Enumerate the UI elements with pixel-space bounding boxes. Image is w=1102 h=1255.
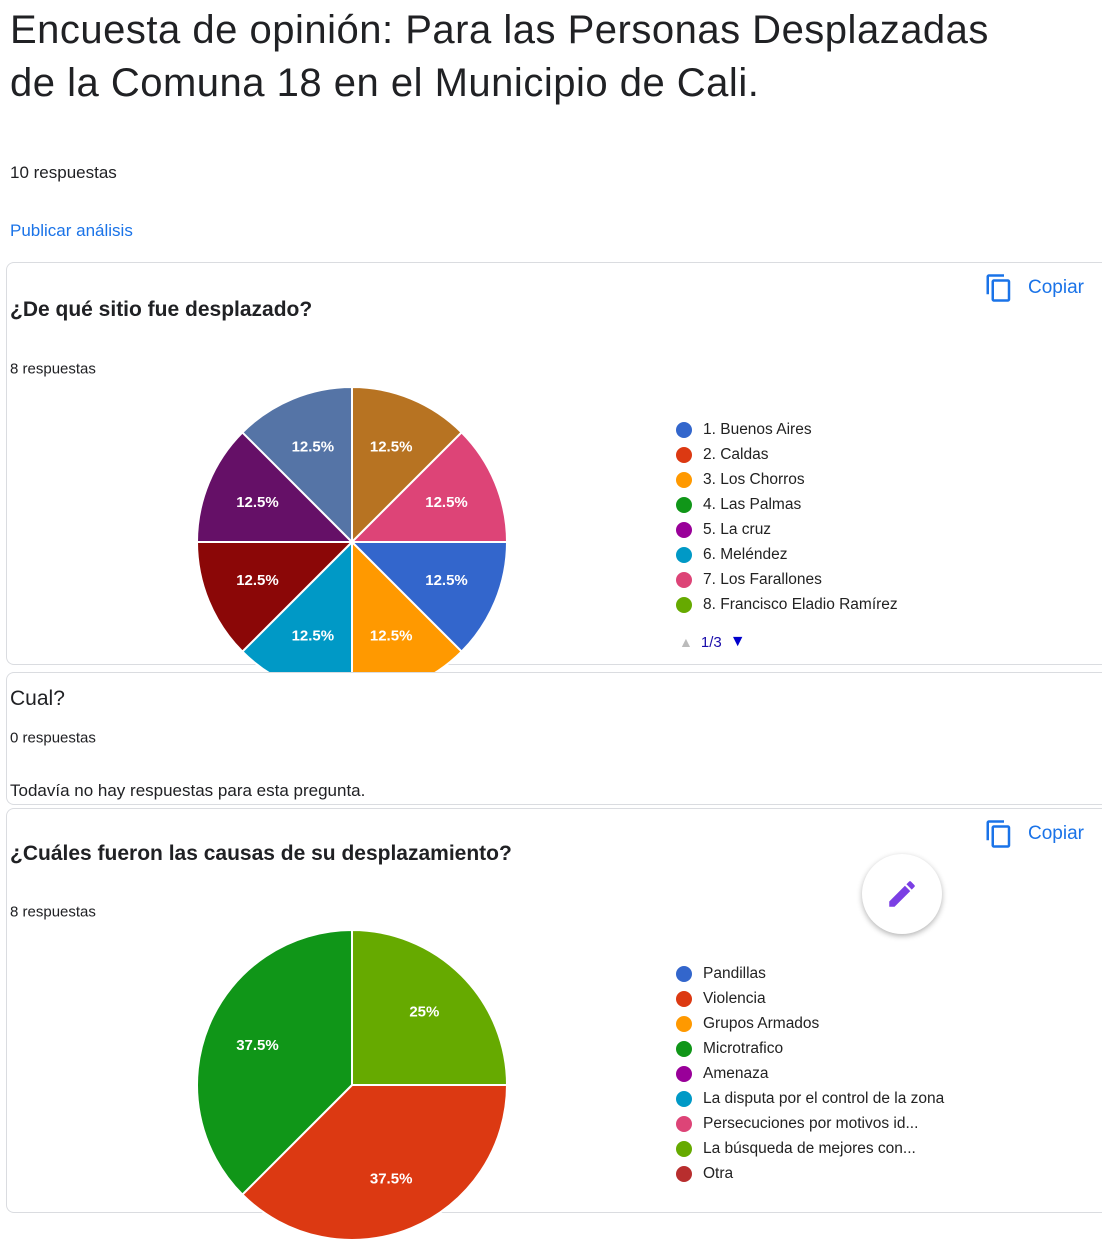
copy-label: Copiar	[1028, 277, 1084, 298]
legend-pager: ▲ 1/3 ▼	[679, 633, 973, 651]
legend-swatch	[676, 497, 692, 513]
pie-chart: 25% 37.5% 37.5%	[196, 928, 509, 1241]
pie-slice	[195, 430, 355, 543]
legend-label: Grupos Armados	[703, 1015, 820, 1032]
pie-slice	[351, 385, 464, 545]
legend-swatch	[676, 522, 692, 538]
slice-label: 12.5%	[236, 572, 279, 589]
slice-label: 37.5%	[236, 1037, 279, 1054]
pie-chart: 12.5% 12.5% 12.5% 12.5% 12.5% 12.5% 12.5% 12.5%	[195, 385, 509, 699]
legend-swatch	[676, 422, 692, 438]
legend-label: 6. Meléndez	[703, 546, 788, 563]
form-title: Encuesta de opinión: Para las Personas D…	[10, 8, 989, 105]
question-title: ¿De qué sitio fue desplazado?	[10, 298, 313, 321]
legend: 1. Buenos Aires 2. Caldas 3. Los Chorros 4.…	[673, 419, 973, 651]
legend-swatch	[676, 597, 692, 613]
legend-swatch	[676, 572, 692, 588]
legend-item: Microtrafico	[673, 1038, 973, 1063]
question-card: ¿Cuáles fueron las causas de su desplaza…	[6, 808, 1102, 1241]
copy-label: Copiar	[1028, 823, 1084, 844]
legend-swatch	[676, 1091, 692, 1107]
slice-label: 25%	[409, 1004, 439, 1021]
legend-label: Microtrafico	[703, 1040, 784, 1057]
copy-icon	[984, 273, 1014, 303]
slice-label: 37.5%	[370, 1170, 413, 1187]
legend-label: La disputa por el control de la zona	[703, 1090, 945, 1107]
legend-label: 4. Las Palmas	[703, 496, 802, 513]
legend-label: 1. Buenos Aires	[703, 421, 812, 438]
question-title: Cual?	[10, 687, 65, 710]
response-count: 0 respuestas	[10, 729, 96, 747]
slice-label: 12.5%	[292, 438, 335, 455]
pie-slice	[349, 430, 509, 543]
slice-label: 12.5%	[236, 494, 279, 511]
legend-swatch	[676, 1166, 692, 1182]
slice-label: 12.5%	[425, 572, 468, 589]
legend-swatch	[676, 991, 692, 1007]
next-page[interactable]: ▼	[729, 633, 746, 650]
pie-slice	[195, 541, 355, 654]
legend-swatch	[676, 1066, 692, 1082]
legend-swatch	[676, 1141, 692, 1157]
question-title: ¿Cuáles fueron las causas de su desplaza…	[10, 842, 512, 865]
publish-link[interactable]: Publicar análisis	[10, 221, 133, 240]
legend: Pandillas Violencia Grupos Armados Microtra…	[673, 963, 973, 1188]
legend-item: La búsqueda de mejores con...	[673, 1138, 973, 1163]
legend-item: Grupos Armados	[673, 1013, 973, 1038]
legend-item: Otra	[673, 1163, 973, 1188]
page-indicator: 1/3	[700, 633, 722, 651]
response-count: 8 respuestas	[10, 360, 96, 378]
legend-label: La búsqueda de mejores con...	[703, 1140, 916, 1157]
slice-label: 12.5%	[370, 627, 413, 644]
legend-item: 4. Las Palmas	[673, 494, 973, 519]
legend-label: Persecuciones por motivos id...	[703, 1115, 919, 1132]
legend-swatch	[676, 447, 692, 463]
slice-label: 12.5%	[425, 494, 468, 511]
edit-button[interactable]	[862, 854, 942, 934]
legend-label: Violencia	[703, 990, 766, 1007]
page: Encuesta de opinión: Para las Personas D…	[6, 8, 1102, 1241]
legend-item: Violencia	[673, 988, 973, 1013]
prev-page: ▲	[679, 634, 693, 650]
legend-item: 3. Los Chorros	[673, 469, 973, 494]
pie-slice	[240, 385, 353, 545]
legend-item: 5. La cruz	[673, 519, 973, 544]
pie-slice	[196, 928, 353, 1197]
response-count: 8 respuestas	[10, 903, 96, 921]
legend-item: 1. Buenos Aires	[673, 419, 973, 444]
question-card: ¿De qué sitio fue desplazado? 8 respuesta…	[6, 262, 1102, 699]
legend-label: 3. Los Chorros	[703, 471, 805, 488]
response-count: 10 respuestas	[10, 163, 117, 182]
question-card: Cual? 0 respuestas Todavía no hay respuest…	[6, 672, 1102, 805]
pie-slice	[349, 541, 509, 654]
legend-swatch	[676, 547, 692, 563]
legend-item: Persecuciones por motivos id...	[673, 1113, 973, 1138]
legend-label: 8. Francisco Eladio Ramírez	[703, 596, 898, 613]
legend-item: 2. Caldas	[673, 444, 973, 469]
legend-label: Amenaza	[703, 1065, 769, 1082]
pie-slice	[351, 928, 509, 1086]
copy-icon	[984, 819, 1014, 849]
legend-label: 2. Caldas	[703, 446, 769, 463]
slice-label: 12.5%	[370, 438, 413, 455]
legend-item: Amenaza	[673, 1063, 973, 1088]
legend-swatch	[676, 966, 692, 982]
legend-item: 6. Meléndez	[673, 544, 973, 569]
legend-swatch	[676, 1016, 692, 1032]
empty-message: Todavía no hay respuestas para esta preg…	[10, 781, 366, 800]
legend-item: La disputa por el control de la zona	[673, 1088, 973, 1113]
legend-item: 7. Los Farallones	[673, 569, 973, 594]
copy-button[interactable]: Copiar	[984, 273, 1084, 303]
legend-label: 5. La cruz	[703, 521, 772, 538]
legend-label: Pandillas	[703, 965, 766, 982]
legend-swatch	[676, 1041, 692, 1057]
legend-item: 8. Francisco Eladio Ramírez	[673, 594, 973, 619]
legend-swatch	[676, 1116, 692, 1132]
legend-swatch	[676, 472, 692, 488]
legend-label: Otra	[703, 1165, 734, 1182]
slice-label: 12.5%	[292, 627, 335, 644]
legend-item: Pandillas	[673, 963, 973, 988]
legend-label: 7. Los Farallones	[703, 571, 822, 588]
copy-button[interactable]: Copiar	[984, 819, 1084, 849]
